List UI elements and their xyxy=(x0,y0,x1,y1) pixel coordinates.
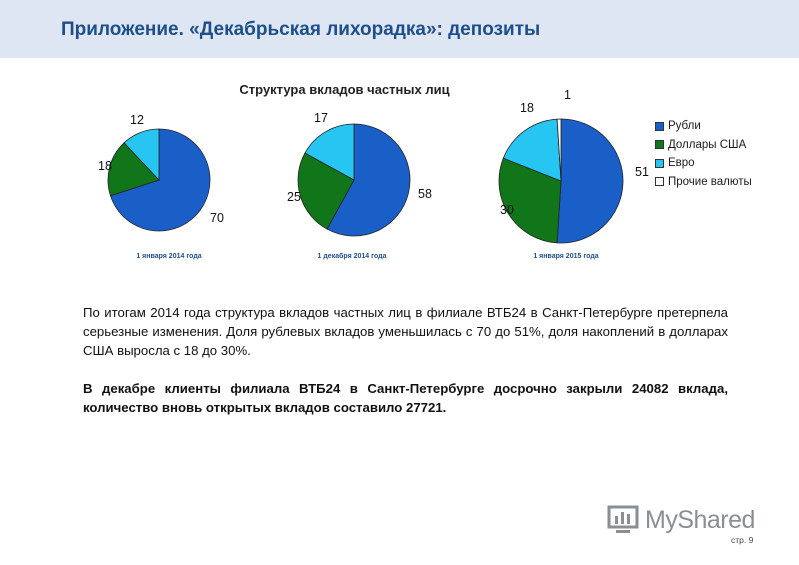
legend-label-other: Прочие валюты xyxy=(668,175,752,188)
pie-3-label-usd: 30 xyxy=(500,203,514,217)
pie-date-label-2: 1 декабря 2014 года xyxy=(317,253,387,260)
pie-3-slice-eur xyxy=(502,118,562,182)
pie-1-label-usd: 18 xyxy=(98,159,112,173)
pie-2-label-rub: 58 xyxy=(418,187,432,201)
watermark-logo: MyShared xyxy=(606,503,755,537)
logo-text: MyShared xyxy=(645,505,755,534)
legend-label-usd: Доллары США xyxy=(668,138,747,151)
pie-3-label-other: 1 xyxy=(564,88,571,102)
pie-2-slice-eur xyxy=(304,123,355,181)
page-title: Приложение. «Декабрьская лихорадка»: деп… xyxy=(61,19,541,40)
chart-legend: Рубли Доллары США Евро Прочие валюты xyxy=(655,117,752,191)
pie-date-label-1: 1 января 2014 года xyxy=(136,253,202,260)
logo-icon xyxy=(607,505,639,533)
pie-1-label-eur: 12 xyxy=(130,113,144,127)
pie-1-slice-usd xyxy=(107,142,160,197)
pie-3-slice-usd xyxy=(498,157,562,244)
pie-2-label-eur: 17 xyxy=(314,111,328,125)
pie-3-label-rub: 51 xyxy=(635,165,649,179)
legend-item-usd: Доллары США xyxy=(655,136,752,155)
page-number: стр. 9 xyxy=(731,535,754,545)
legend-swatch-usd xyxy=(655,140,664,150)
summary-paragraph: По итогам 2014 года структура вкладов ча… xyxy=(83,305,728,358)
legend-item-rub: Рубли xyxy=(655,117,752,136)
legend-item-eur: Евро xyxy=(655,154,752,173)
pie-1-slice-rub xyxy=(109,128,211,232)
pie-2-label-usd: 25 xyxy=(287,190,301,204)
pie-3-slice-rub xyxy=(556,118,624,244)
legend-label-rub: Рубли xyxy=(668,120,701,132)
legend-item-other: Прочие валюты xyxy=(655,173,752,192)
pie-3-slice-other xyxy=(556,118,562,182)
chart-title: Структура вкладов частных лиц xyxy=(239,82,450,97)
pie-2-slice-rub xyxy=(326,123,411,237)
pie-1-slice-eur xyxy=(123,128,160,182)
pie-1-label-rub: 70 xyxy=(210,211,224,225)
legend-swatch-rub xyxy=(655,121,664,131)
legend-label-eur: Евро xyxy=(668,157,695,169)
legend-swatch-other xyxy=(655,177,664,187)
pie-date-label-3: 1 января 2015 года xyxy=(533,253,599,260)
legend-swatch-eur xyxy=(655,158,664,168)
pie-charts: 70 18 12 58 25 17 51 30 18 1 xyxy=(98,88,649,244)
header-bar: Приложение. «Декабрьская лихорадка»: деп… xyxy=(0,0,799,58)
highlight-paragraph: В декабре клиенты филиала ВТБ24 в Санкт-… xyxy=(83,381,728,415)
pie-3-label-eur: 18 xyxy=(520,101,534,115)
pie-2-slice-usd xyxy=(297,152,355,230)
